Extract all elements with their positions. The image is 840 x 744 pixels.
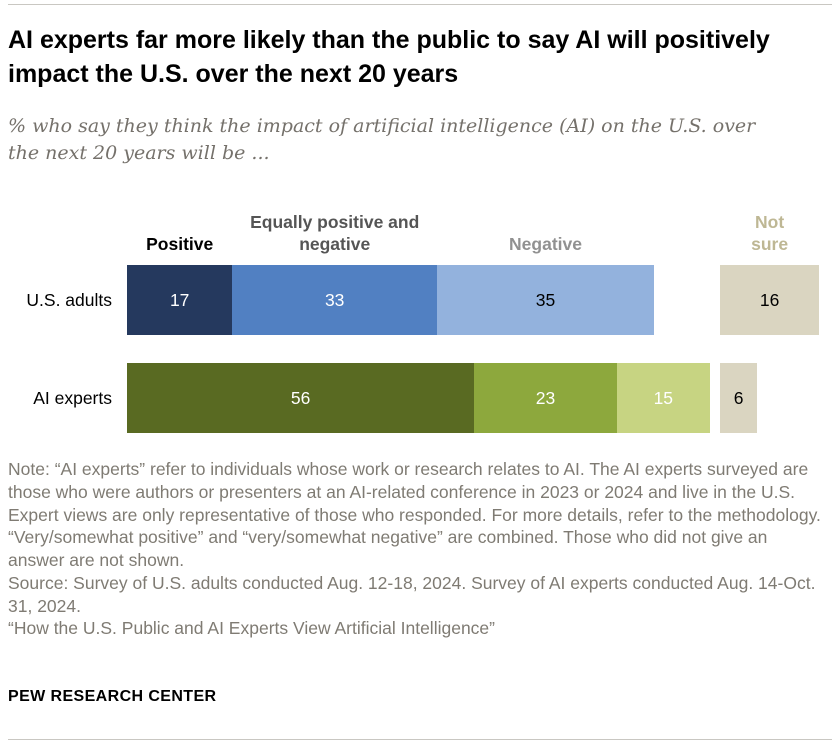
bottom-divider <box>8 739 832 740</box>
bar-segment-equally-positive-and-negative: 23 <box>474 363 617 433</box>
bar-segment-equally-positive-and-negative: 33 <box>232 265 437 335</box>
column-header-not-sure: Not sure <box>751 212 789 254</box>
bar-segment-negative: 35 <box>437 265 654 335</box>
bar-segment-negative: 15 <box>616 363 710 433</box>
notes-block: Note: “AI experts” refer to individuals … <box>8 458 822 640</box>
column-header-negative: Negative <box>509 233 582 254</box>
chart-title: AI experts far more likely than the publ… <box>8 26 770 88</box>
pew-research-center-wordmark: PEW RESEARCH CENTER <box>8 688 217 705</box>
source-text: Source: Survey of U.S. adults conducted … <box>8 572 816 616</box>
bar-row-label: U.S. adults <box>26 290 112 310</box>
column-header-positive: Positive <box>146 233 214 254</box>
chart-subtitle: % who say they think the impact of artif… <box>8 115 756 164</box>
bar-segment-positive: 56 <box>127 363 475 433</box>
chart-column-headers: Positive Equally positive and negative Neg… <box>8 198 832 260</box>
top-divider <box>8 4 832 5</box>
bar-segment-positive: 17 <box>127 265 233 335</box>
bar-row-u-s-adults: U.S. adults 17 33 35 16 <box>8 265 832 335</box>
bar-segment-not-sure: 16 <box>720 265 820 335</box>
bar-row-label: AI experts <box>33 388 112 408</box>
citation-text: “How the U.S. Public and AI Experts View… <box>8 618 495 639</box>
bar-segment-not-sure: 6 <box>720 363 758 433</box>
chart: Positive Equally positive and negative Neg… <box>8 198 832 438</box>
bar-row-ai-experts: AI experts 56 23 15 6 <box>8 363 832 433</box>
column-header-equally-positive-and-negative: Equally positive and negative <box>250 212 420 254</box>
note-text: Note: “AI experts” refer to individuals … <box>8 459 821 570</box>
